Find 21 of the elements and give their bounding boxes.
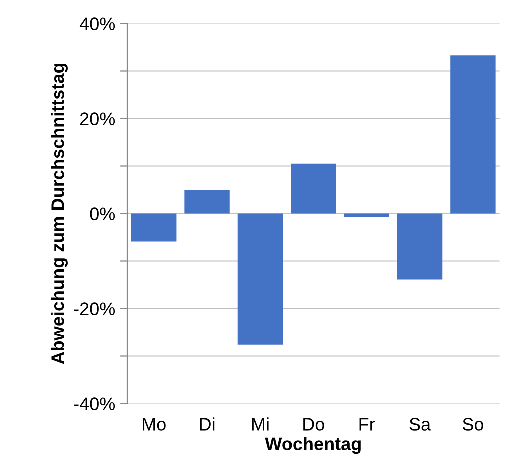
x-tick-label: Fr [360, 418, 376, 431]
bar [238, 214, 284, 345]
bar [344, 214, 390, 218]
y-tick-label: 20% [80, 112, 116, 126]
y-tick-label: 40% [80, 18, 116, 30]
y-tick-label: 0% [90, 208, 116, 220]
bar [450, 56, 496, 214]
y-tick-label: -20% [74, 302, 116, 316]
bar [131, 214, 177, 242]
x-tick-label: Mi [252, 418, 269, 431]
bar [184, 190, 230, 214]
x-tick-label: So [462, 418, 484, 431]
bar [291, 164, 336, 214]
y-axis-title: Abweichung zum Durchschnittstag [51, 64, 68, 364]
x-axis-title: Wochentag [265, 437, 361, 454]
x-tick-label: Do [304, 418, 324, 431]
x-tick-label: Sa [410, 418, 432, 431]
x-tick-label: Mo [143, 418, 166, 431]
bar [397, 214, 443, 280]
y-tick-label: -40% [74, 398, 116, 410]
x-tick-label: Di [200, 418, 215, 431]
